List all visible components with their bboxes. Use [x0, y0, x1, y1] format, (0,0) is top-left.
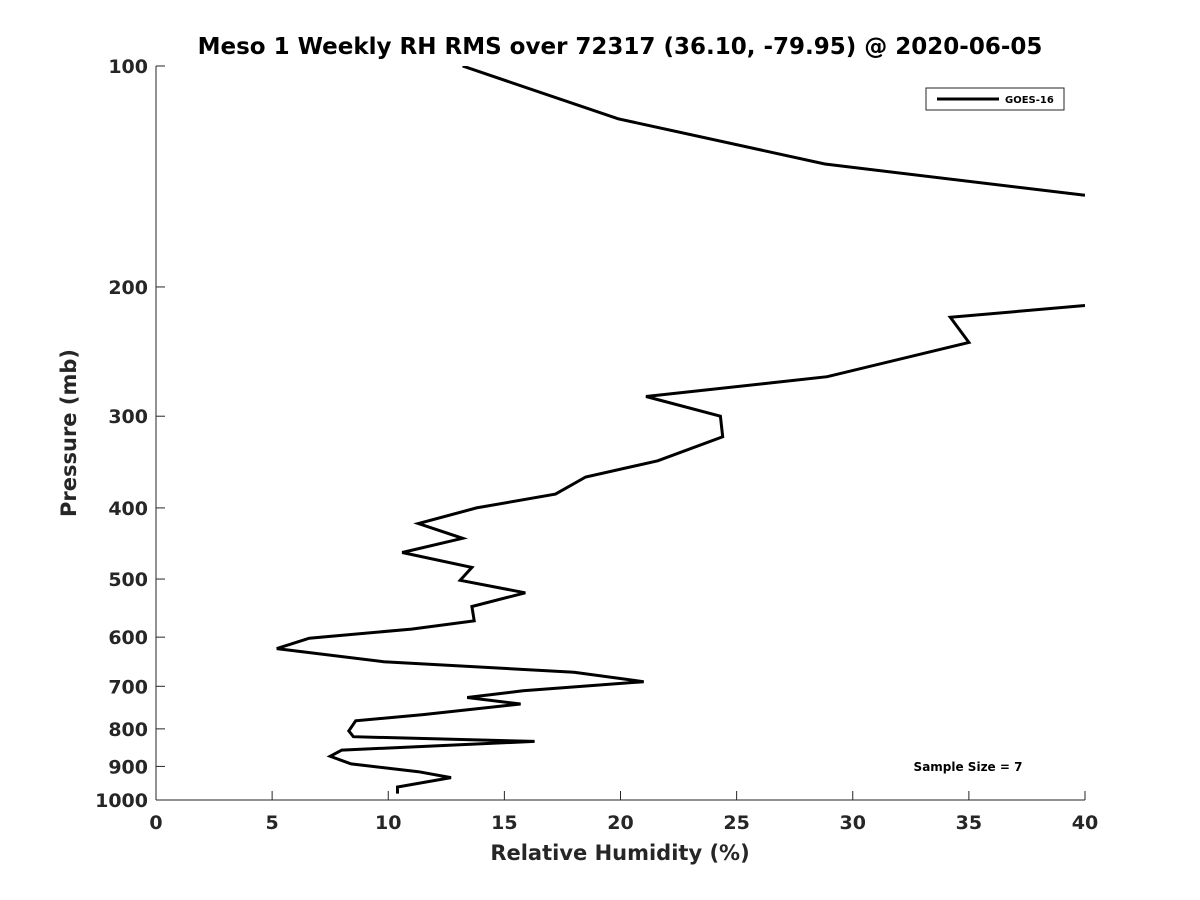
- x-tick-label: 35: [956, 812, 982, 834]
- x-axis-label: Relative Humidity (%): [490, 841, 749, 865]
- y-tick-label: 300: [108, 406, 148, 428]
- x-tick-label: 40: [1072, 812, 1098, 834]
- y-tick-label: 600: [108, 627, 148, 649]
- y-tick-label: 900: [108, 756, 148, 778]
- chart-title: Meso 1 Weekly RH RMS over 72317 (36.10, …: [198, 34, 1043, 60]
- legend-entry: GOES-16: [1005, 95, 1054, 106]
- x-tick-label: 10: [375, 812, 401, 834]
- x-tick-label: 30: [840, 812, 866, 834]
- sample-size-annotation: Sample Size = 7: [914, 760, 1023, 774]
- y-tick-label: 200: [108, 277, 148, 299]
- x-tick-label: 25: [723, 812, 749, 834]
- legend: GOES-16: [925, 87, 1065, 111]
- plot-area: 0 5 10 15 20 25 30 35 40 100 200 300 400 500 600 700 800…: [95, 56, 1098, 834]
- y-tick-label: 100: [108, 56, 148, 78]
- x-tick-label: 0: [149, 812, 162, 834]
- y-tick-label: 400: [108, 498, 148, 520]
- series-line: [276, 304, 1085, 794]
- x-tick-label: 5: [266, 812, 279, 834]
- y-axis-label: Pressure (mb): [57, 349, 81, 517]
- y-tick-label: 1000: [95, 790, 148, 812]
- y-tick-label: 700: [108, 676, 148, 698]
- x-tick-label: 20: [607, 812, 633, 834]
- series-line: [462, 66, 1085, 197]
- y-tick-label: 800: [108, 719, 148, 741]
- y-tick-label: 500: [108, 569, 148, 591]
- x-tick-label: 15: [491, 812, 517, 834]
